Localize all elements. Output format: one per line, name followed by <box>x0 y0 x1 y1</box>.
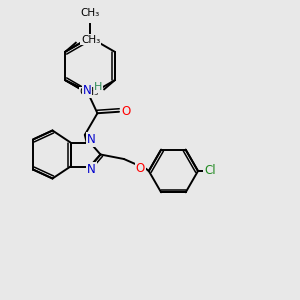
Text: CH₃: CH₃ <box>80 8 100 18</box>
Text: H: H <box>94 82 103 92</box>
Text: O: O <box>136 161 145 175</box>
Text: N: N <box>82 84 91 97</box>
Text: CH₃: CH₃ <box>81 35 100 45</box>
Text: N: N <box>87 163 96 176</box>
Text: N: N <box>87 133 96 146</box>
Text: CH₃: CH₃ <box>80 87 99 97</box>
Text: Cl: Cl <box>204 164 216 178</box>
Text: O: O <box>121 105 130 118</box>
